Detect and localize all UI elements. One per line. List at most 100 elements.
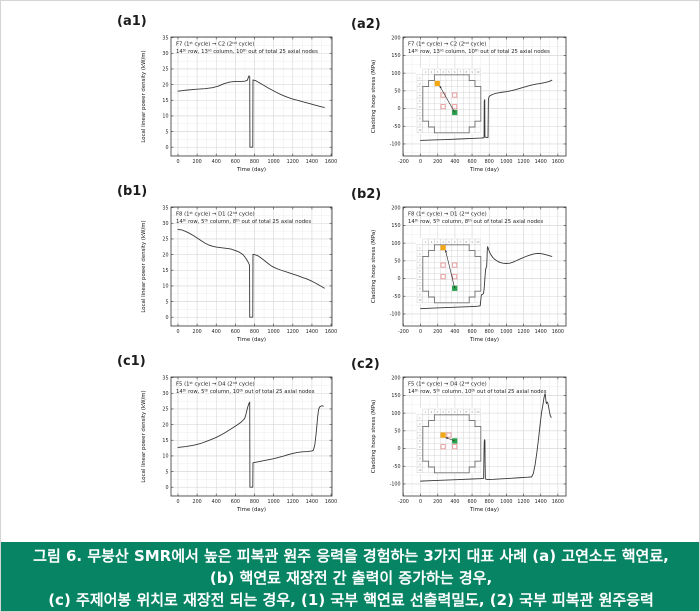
svg-text:35: 35: [162, 205, 168, 211]
svg-text:200: 200: [433, 499, 442, 505]
svg-text:Time (day): Time (day): [469, 167, 499, 173]
svg-text:F7 (1st cycle) → C2 (2nd cycle: F7 (1st cycle) → C2 (2nd cycle): [176, 41, 254, 48]
svg-text:14th row, 13rd column, 10th ou: 14th row, 13rd column, 10th out of total…: [408, 48, 550, 55]
svg-text:1: 1: [419, 417, 421, 420]
svg-text:8: 8: [466, 71, 468, 74]
svg-text:50: 50: [394, 429, 400, 435]
svg-text:50: 50: [394, 89, 400, 95]
svg-text:50: 50: [394, 259, 400, 265]
panel-label-b1: (b1): [117, 184, 148, 199]
svg-text:20: 20: [162, 82, 168, 88]
svg-text:10: 10: [476, 411, 480, 414]
svg-text:35: 35: [162, 35, 168, 41]
svg-text:4: 4: [419, 434, 421, 437]
svg-text:10: 10: [418, 129, 422, 132]
svg-text:10: 10: [418, 469, 422, 472]
svg-text:0: 0: [165, 315, 168, 321]
svg-text:1000: 1000: [268, 159, 280, 165]
svg-text:Time (day): Time (day): [236, 337, 266, 343]
svg-text:5: 5: [448, 411, 450, 414]
svg-text:800: 800: [250, 329, 259, 335]
svg-text:100: 100: [391, 71, 400, 77]
svg-text:1200: 1200: [517, 499, 529, 505]
panel-label-b2: (b2): [351, 187, 382, 202]
svg-text:F7 (1st cycle) → C2 (2nd cycle: F7 (1st cycle) → C2 (2nd cycle): [408, 41, 486, 48]
svg-text:800: 800: [485, 159, 494, 165]
svg-text:25: 25: [162, 67, 168, 73]
svg-text:0: 0: [397, 276, 400, 282]
svg-text:600: 600: [231, 329, 240, 335]
svg-text:0: 0: [165, 485, 168, 491]
svg-text:F8 (1st cycle) → D1 (2nd cycle: F8 (1st cycle) → D1 (2nd cycle): [176, 211, 255, 218]
svg-text:-200: -200: [398, 159, 409, 165]
chart-a2-cladding-hoop-stress: -200 0 200 400 600 800 1000 1200 1400 1600-100-50…: [371, 35, 567, 173]
svg-text:-100: -100: [390, 142, 401, 148]
svg-text:100: 100: [391, 241, 400, 247]
svg-text:400: 400: [450, 499, 459, 505]
svg-text:35: 35: [162, 375, 168, 381]
svg-text:200: 200: [193, 499, 202, 505]
svg-text:200: 200: [433, 159, 442, 165]
svg-text:1400: 1400: [306, 499, 318, 505]
svg-text:30: 30: [162, 51, 168, 57]
panel-label-a1: (a1): [117, 14, 147, 29]
svg-text:400: 400: [212, 159, 221, 165]
svg-text:-50: -50: [393, 294, 401, 300]
svg-text:20: 20: [162, 422, 168, 428]
svg-text:30: 30: [162, 391, 168, 397]
svg-text:0: 0: [397, 446, 400, 452]
svg-text:6: 6: [454, 71, 456, 74]
svg-text:-200: -200: [398, 329, 409, 335]
svg-text:400: 400: [212, 499, 221, 505]
svg-text:0: 0: [397, 106, 400, 112]
svg-text:10: 10: [476, 241, 480, 244]
svg-text:8: 8: [466, 411, 468, 414]
figure-caption: 그림 6. 무붕산 SMR에서 높은 피복관 원주 응력을 경험하는 3가지 대…: [1, 542, 699, 611]
svg-text:25: 25: [162, 237, 168, 243]
svg-text:3: 3: [419, 89, 421, 92]
svg-text:4: 4: [442, 71, 444, 74]
svg-text:3: 3: [419, 259, 421, 262]
svg-text:9: 9: [471, 411, 473, 414]
svg-text:150: 150: [391, 223, 400, 229]
svg-text:1600: 1600: [552, 499, 564, 505]
svg-text:4: 4: [442, 411, 444, 414]
svg-text:5: 5: [165, 299, 168, 305]
svg-text:14th row, 5th column, 10th out: 14th row, 5th column, 10th out of total …: [408, 388, 547, 395]
svg-text:1200: 1200: [287, 499, 299, 505]
svg-text:8: 8: [419, 458, 421, 461]
svg-text:20: 20: [162, 252, 168, 258]
svg-text:3: 3: [437, 241, 439, 244]
svg-text:F5 (1st cycle) → D4 (2nd cycle: F5 (1st cycle) → D4 (2nd cycle): [408, 381, 487, 388]
svg-text:5: 5: [419, 270, 421, 273]
svg-text:1000: 1000: [500, 159, 512, 165]
svg-text:5: 5: [165, 129, 168, 135]
svg-text:800: 800: [250, 159, 259, 165]
svg-text:5: 5: [448, 71, 450, 74]
svg-text:8: 8: [419, 288, 421, 291]
svg-text:1200: 1200: [517, 329, 529, 335]
svg-text:1: 1: [425, 71, 427, 74]
panel-label-c2: (c2): [351, 357, 380, 372]
svg-text:-50: -50: [393, 464, 401, 470]
svg-text:9: 9: [419, 463, 421, 466]
svg-text:1200: 1200: [287, 159, 299, 165]
svg-text:1400: 1400: [306, 159, 318, 165]
svg-text:9: 9: [419, 123, 421, 126]
svg-text:0: 0: [419, 499, 422, 505]
svg-text:1400: 1400: [535, 499, 547, 505]
plots-area: (a1) (a2) (b1) (b2) (c1) (c2) 0 200 400 600…: [1, 1, 699, 542]
svg-text:Cladding hoop stress (MPa): Cladding hoop stress (MPa): [371, 400, 377, 473]
svg-text:1400: 1400: [535, 159, 547, 165]
svg-text:10: 10: [476, 71, 480, 74]
svg-text:14th row, 13rd column, 10th ou: 14th row, 13rd column, 10th out of total…: [176, 48, 318, 55]
svg-text:1000: 1000: [268, 329, 280, 335]
svg-text:7: 7: [460, 71, 462, 74]
svg-text:5: 5: [419, 100, 421, 103]
svg-text:Time (day): Time (day): [469, 337, 499, 343]
svg-text:9: 9: [419, 293, 421, 296]
svg-text:8: 8: [466, 241, 468, 244]
svg-text:-50: -50: [393, 124, 401, 130]
svg-text:14th row, 5th column, 10th out: 14th row, 5th column, 10th out of total …: [176, 388, 315, 395]
